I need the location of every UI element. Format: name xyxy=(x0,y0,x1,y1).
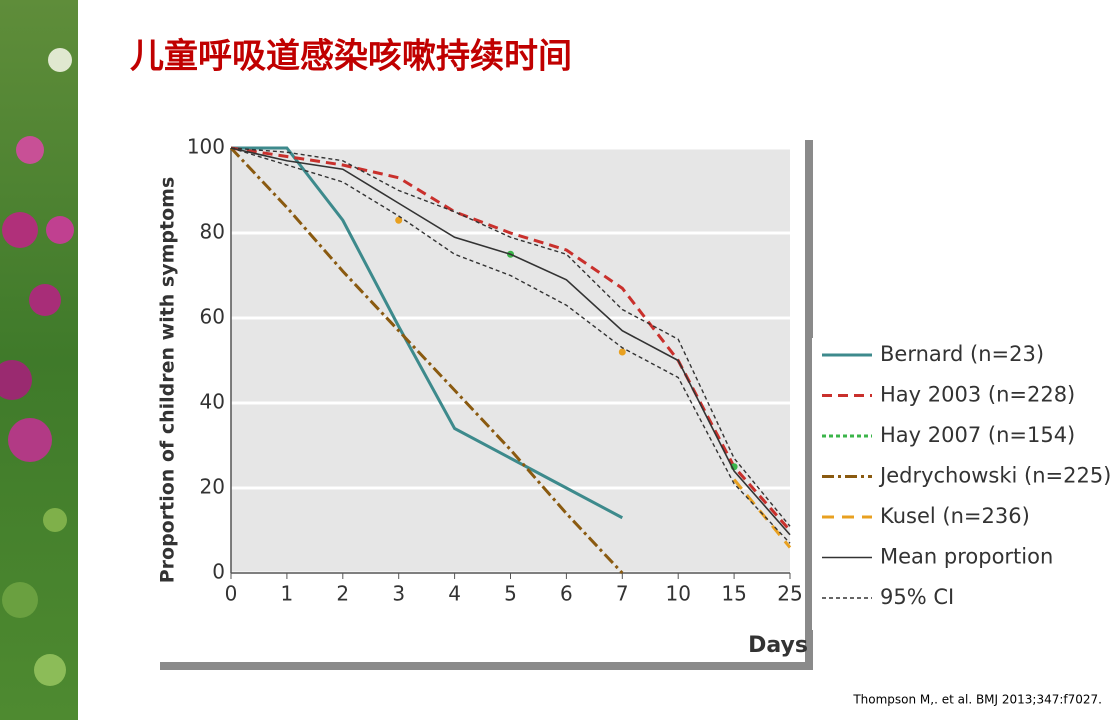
series-point xyxy=(618,348,626,356)
x-tick-label: 7 xyxy=(616,582,629,606)
x-tick-label: 15 xyxy=(721,582,746,606)
slide-title: 儿童呼吸道感染咳嗽持续时间 xyxy=(130,37,572,77)
y-tick-label: 20 xyxy=(200,475,225,499)
legend xyxy=(812,338,1104,630)
x-tick-label: 3 xyxy=(392,582,405,606)
series-line xyxy=(230,147,791,544)
y-tick-label: 60 xyxy=(200,305,225,329)
x-tick-label: 25 xyxy=(777,582,802,606)
x-tick-label: 5 xyxy=(504,582,517,606)
legend-label: Hay 2007 (n=154) xyxy=(880,423,1075,447)
legend-label: Hay 2003 (n=228) xyxy=(880,383,1075,407)
x-tick-label: 0 xyxy=(225,582,238,606)
series-point xyxy=(395,216,403,224)
x-tick-label: 10 xyxy=(665,582,690,606)
legend-label: 95% CI xyxy=(880,585,954,609)
y-tick-label: 40 xyxy=(200,390,225,414)
y-tick-label: 80 xyxy=(200,220,225,244)
y-tick-label: 100 xyxy=(187,135,225,159)
frame-right xyxy=(805,140,813,670)
y-axis-label: Proportion of children with symptoms xyxy=(157,177,179,584)
x-tick-label: 6 xyxy=(560,582,573,606)
x-tick-label: 2 xyxy=(336,582,349,606)
x-axis-label: Days xyxy=(748,633,808,658)
legend-label: Bernard (n=23) xyxy=(880,342,1044,366)
series-line xyxy=(231,146,624,520)
y-tick-label: 0 xyxy=(212,560,225,584)
series-line xyxy=(229,146,624,575)
plot-area xyxy=(231,148,790,573)
legend-label: Jedrychowski (n=225) xyxy=(878,464,1111,488)
legend-label: Mean proportion xyxy=(880,545,1053,569)
legend-label: Kusel (n=236) xyxy=(880,504,1030,528)
flower-strip xyxy=(0,0,78,720)
x-tick-label: 1 xyxy=(281,582,294,606)
citation: Thompson M,. et al. BMJ 2013;347:f7027. xyxy=(852,693,1102,707)
series-line xyxy=(230,147,791,527)
x-tick-label: 4 xyxy=(448,582,461,606)
series-line xyxy=(230,147,791,536)
frame-bottom xyxy=(160,662,813,670)
